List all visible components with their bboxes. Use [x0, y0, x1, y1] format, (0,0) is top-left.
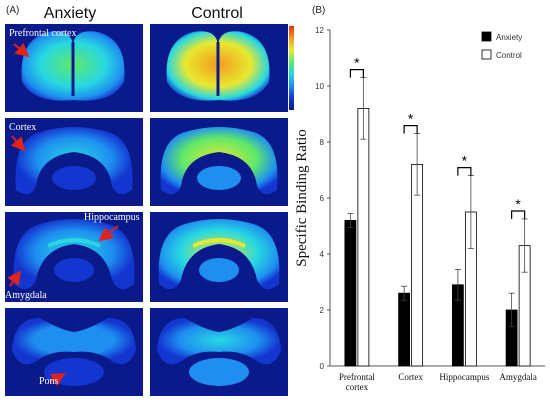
significance-bracket-1 [403, 125, 418, 134]
y-tick-label: 4 [320, 250, 325, 259]
label-prefrontal-cortex: Prefrontal cortex [9, 28, 76, 39]
y-tick-label: 12 [315, 26, 324, 35]
bar-anxiety-3 [505, 309, 518, 367]
label-amygdala: Amygdala [5, 290, 47, 301]
arrow-amygdala [7, 270, 22, 287]
scan-panel-anxiety-hippocampus [5, 212, 143, 302]
bar-anxiety-1 [398, 292, 411, 367]
scan-panel-anxiety-cortex [5, 118, 143, 206]
x-tick-label-3: Amygdala [499, 372, 537, 382]
scan-panel-anxiety-pons [5, 308, 143, 396]
x-tick-label-2: Hippocampus [439, 372, 489, 382]
legend-label-anxiety: Anxiety [496, 33, 522, 42]
significance-bracket-3 [511, 210, 526, 219]
panel-a-label: (A) [6, 5, 19, 16]
x-tick-label-0: Prefrontal [339, 372, 375, 382]
column-header-control: Control [191, 5, 243, 22]
panel-b-label: (B) [312, 5, 325, 16]
scan-panel-control-hippocampus [150, 212, 288, 302]
significance-star-1: * [408, 111, 414, 127]
scan-panel-control-cortex [150, 118, 288, 206]
label-hippocampus: Hippocampus [84, 212, 140, 223]
bar-control-3 [518, 245, 531, 367]
y-tick-label: 6 [320, 194, 325, 203]
label-cortex: Cortex [9, 122, 36, 133]
y-tick-label: 10 [315, 82, 324, 91]
colormap-scale-bar [289, 26, 294, 110]
arrow-cortex [10, 135, 26, 152]
scan-panel-anxiety-prefrontal [5, 24, 143, 112]
arrow-prefrontal [13, 42, 30, 58]
y-tick-label: 8 [320, 138, 325, 147]
panel-a-brain-scans: (A) Anxiety Control [5, 5, 294, 396]
significance-star-2: * [462, 153, 468, 169]
legend-label-control: Control [496, 51, 522, 60]
legend-swatch-anxiety [481, 31, 492, 42]
scan-panel-control-pons [150, 308, 288, 396]
bar-anxiety-0 [344, 219, 357, 367]
significance-star-3: * [515, 196, 521, 212]
arrow-pons [49, 373, 66, 387]
bar-control-2 [464, 211, 477, 367]
y-tick-label: 0 [320, 362, 325, 371]
significance-bracket-0 [349, 69, 364, 78]
x-tick-label-0: cortex [346, 382, 369, 392]
significance-star-0: * [354, 55, 360, 71]
significance-bracket-2 [457, 167, 472, 176]
y-tick-label: 2 [320, 306, 325, 315]
label-pons: Pons [39, 376, 59, 387]
bar-control-0 [357, 108, 370, 367]
arrow-hippocampus [98, 225, 119, 242]
bar-control-1 [411, 163, 424, 367]
scan-panel-control-prefrontal [150, 24, 288, 112]
bar-anxiety-2 [451, 284, 464, 367]
legend-swatch-control [481, 49, 492, 60]
x-tick-label-1: Cortex [398, 372, 423, 382]
column-header-anxiety: Anxiety [44, 5, 96, 22]
